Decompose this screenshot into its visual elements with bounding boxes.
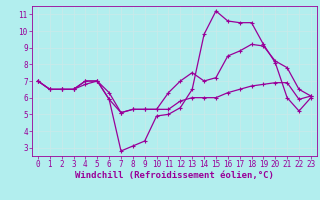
X-axis label: Windchill (Refroidissement éolien,°C): Windchill (Refroidissement éolien,°C) bbox=[75, 171, 274, 180]
